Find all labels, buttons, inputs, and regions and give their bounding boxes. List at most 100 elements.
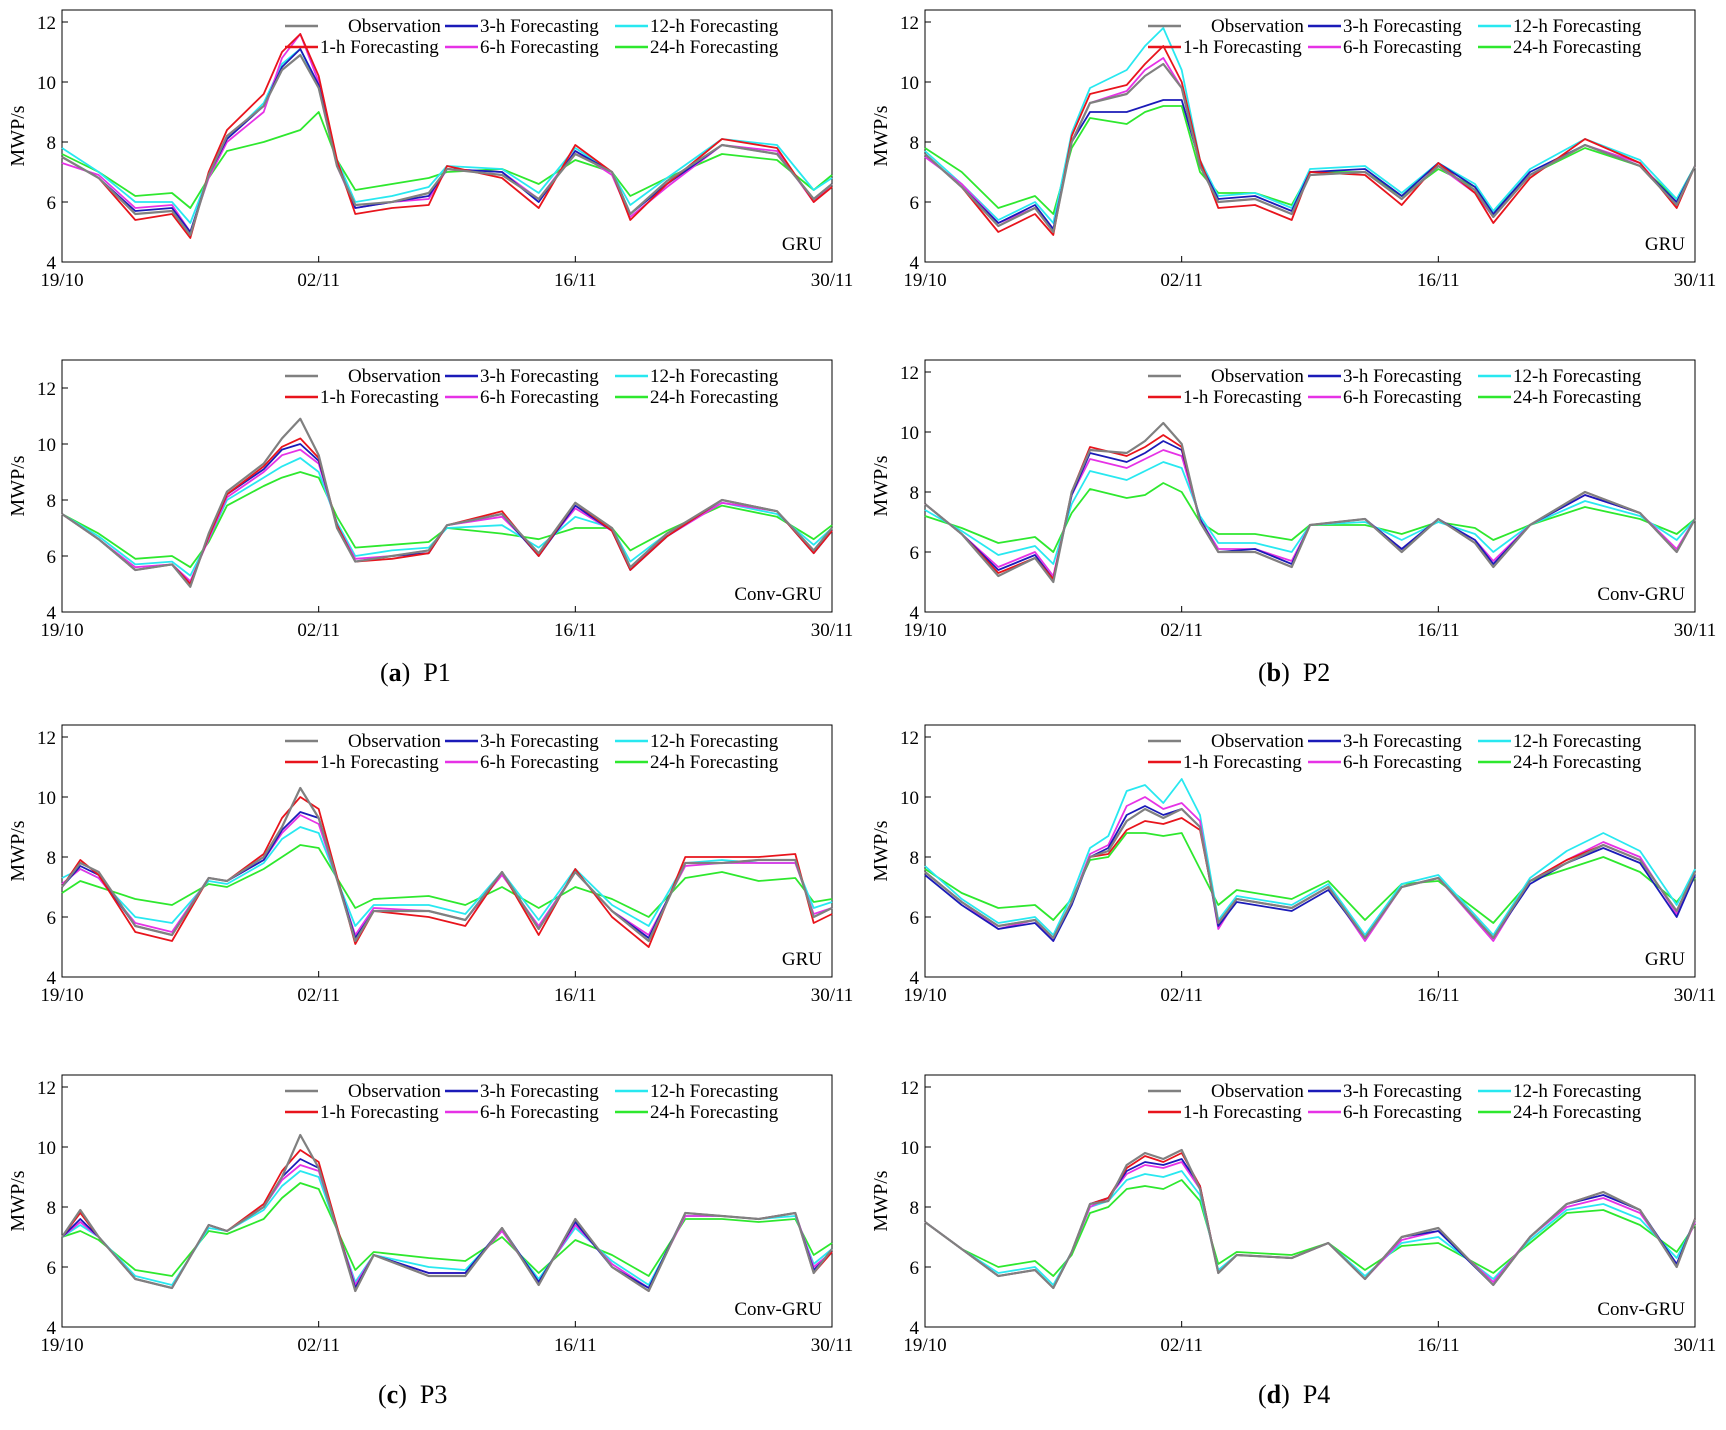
c-conv-gru-series-h24 bbox=[61, 1182, 833, 1277]
b-gru-series-h1 bbox=[924, 45, 1696, 236]
d-gru-legend-label-observation: Observation bbox=[1211, 731, 1304, 752]
c-gru-legend-label-h12: 12-h Forecasting bbox=[650, 731, 779, 752]
c-gru-ylabel: MWP/s bbox=[7, 820, 29, 881]
c-gru-ytick-label-12: 12 bbox=[37, 728, 56, 749]
b-gru-plot-frame bbox=[924, 9, 1696, 263]
a-conv-gru-xtick-label-1: 02/11 bbox=[297, 620, 340, 641]
c-gru-ytick-label-4: 4 bbox=[47, 968, 57, 989]
b-conv-gru-xtick-label-2: 16/11 bbox=[1417, 620, 1460, 641]
d-gru-ytick-label-10: 10 bbox=[900, 788, 919, 809]
a-gru-ytick-label-4: 4 bbox=[47, 253, 57, 274]
b-gru-legend-label-observation: Observation bbox=[1211, 16, 1304, 37]
caption-a: (a) P1 bbox=[380, 658, 451, 687]
c-gru-legend-label-h1: 1-h Forecasting bbox=[320, 752, 439, 773]
caption-c-name: P3 bbox=[419, 1380, 448, 1409]
c-gru-xtick-label-1: 02/11 bbox=[297, 985, 340, 1006]
c-conv-gru-ytick-label-8: 8 bbox=[47, 1198, 57, 1219]
c-gru-model-label: GRU bbox=[782, 949, 822, 970]
b-conv-gru-series-h6 bbox=[924, 449, 1696, 577]
d-gru-series-h6 bbox=[924, 796, 1696, 942]
d-conv-gru-legend-label-h1: 1-h Forecasting bbox=[1183, 1102, 1302, 1123]
a-conv-gru-plot-frame bbox=[61, 359, 833, 613]
c-gru-series-h3 bbox=[61, 811, 833, 939]
caption-d-letter: d bbox=[1266, 1380, 1282, 1409]
caption-a-letter: a bbox=[388, 658, 402, 687]
a-gru-series-h3 bbox=[61, 48, 833, 233]
a-conv-gru-ytick-label-6: 6 bbox=[47, 547, 57, 568]
c-conv-gru-xtick-label-1: 02/11 bbox=[297, 1335, 340, 1356]
chart-a-gru: 4 6 8 10 12 19/10 02/11 16/11 30/11 MWP/s GRU Obser… bbox=[7, 9, 854, 291]
d-conv-gru-legend-label-h6: 6-h Forecasting bbox=[1343, 1102, 1462, 1123]
a-conv-gru-ytick-label-12: 12 bbox=[37, 379, 56, 400]
c-conv-gru-ytick-label-12: 12 bbox=[37, 1078, 56, 1099]
d-conv-gru-series-h3 bbox=[924, 1158, 1696, 1289]
d-conv-gru-legend-label-observation: Observation bbox=[1211, 1081, 1304, 1102]
d-conv-gru-series-h1 bbox=[924, 1152, 1696, 1289]
d-gru-ytick-label-6: 6 bbox=[910, 908, 920, 929]
a-gru-series-observation bbox=[61, 53, 833, 237]
a-gru-model-label: GRU bbox=[782, 234, 822, 255]
b-gru-legend-label-h12: 12-h Forecasting bbox=[1513, 16, 1642, 37]
b-gru-legend-label-h6: 6-h Forecasting bbox=[1343, 37, 1462, 58]
a-gru-xtick-label-1: 02/11 bbox=[297, 270, 340, 291]
a-gru-series-h24 bbox=[61, 111, 833, 209]
a-conv-gru-legend-label-h1: 1-h Forecasting bbox=[320, 387, 439, 408]
b-conv-gru-legend-label-h6: 6-h Forecasting bbox=[1343, 387, 1462, 408]
caption-d: (d) P4 bbox=[1258, 1380, 1331, 1409]
a-gru-ytick-label-10: 10 bbox=[37, 73, 56, 94]
d-conv-gru-ytick-label-8: 8 bbox=[910, 1198, 920, 1219]
b-conv-gru-legend-label-observation: Observation bbox=[1211, 366, 1304, 387]
c-gru-legend-label-h3: 3-h Forecasting bbox=[480, 731, 599, 752]
d-conv-gru-legend-label-h12: 12-h Forecasting bbox=[1513, 1081, 1642, 1102]
b-conv-gru-ytick-label-12: 12 bbox=[900, 363, 919, 384]
d-conv-gru-series-h6 bbox=[924, 1161, 1696, 1289]
b-conv-gru-legend-label-h24: 24-h Forecasting bbox=[1513, 387, 1642, 408]
d-gru-legend-label-h3: 3-h Forecasting bbox=[1343, 731, 1462, 752]
d-conv-gru-legend-label-h3: 3-h Forecasting bbox=[1343, 1081, 1462, 1102]
a-conv-gru-xtick-label-3: 30/11 bbox=[811, 620, 854, 641]
d-conv-gru-xtick-label-0: 19/10 bbox=[903, 1335, 946, 1356]
caption-a-name: P1 bbox=[423, 658, 451, 687]
d-conv-gru-model-label: Conv-GRU bbox=[1597, 1299, 1685, 1320]
b-conv-gru-plot-frame bbox=[924, 359, 1696, 613]
a-gru-ylabel: MWP/s bbox=[7, 105, 29, 166]
a-gru-legend-label-h3: 3-h Forecasting bbox=[480, 16, 599, 37]
c-conv-gru-ylabel: MWP/s bbox=[7, 1170, 29, 1231]
a-conv-gru-series-observation bbox=[61, 417, 833, 588]
d-conv-gru-plot-frame bbox=[924, 1074, 1696, 1328]
b-conv-gru-xtick-label-0: 19/10 bbox=[903, 620, 946, 641]
b-conv-gru-series-h1 bbox=[924, 434, 1696, 580]
d-gru-ytick-label-12: 12 bbox=[900, 728, 919, 749]
a-gru-legend-label-h1: 1-h Forecasting bbox=[320, 37, 439, 58]
d-gru-xtick-label-0: 19/10 bbox=[903, 985, 946, 1006]
b-conv-gru-series-h12 bbox=[924, 461, 1696, 565]
a-conv-gru-model-label: Conv-GRU bbox=[734, 584, 822, 605]
b-gru-series-observation bbox=[924, 62, 1696, 234]
b-gru-ylabel: MWP/s bbox=[870, 105, 892, 166]
d-gru-series-h1 bbox=[924, 817, 1696, 939]
a-gru-xtick-label-0: 19/10 bbox=[40, 270, 83, 291]
a-gru-xtick-label-3: 30/11 bbox=[811, 270, 854, 291]
d-conv-gru-ytick-label-4: 4 bbox=[910, 1318, 920, 1339]
c-gru-legend-label-h24: 24-h Forecasting bbox=[650, 752, 779, 773]
c-conv-gru-legend-label-h3: 3-h Forecasting bbox=[480, 1081, 599, 1102]
c-gru-xtick-label-3: 30/11 bbox=[811, 985, 854, 1006]
a-conv-gru-ytick-label-4: 4 bbox=[47, 603, 57, 624]
c-conv-gru-legend-label-observation: Observation bbox=[348, 1081, 441, 1102]
c-conv-gru-xtick-label-3: 30/11 bbox=[811, 1335, 854, 1356]
subfigure-c: 4 6 8 10 12 19/10 02/11 16/11 30/11 MWP/s GRU Obser… bbox=[0, 715, 863, 1430]
chart-a-conv-gru: 4 6 8 10 12 19/10 02/11 16/11 30/11 MWP/s Conv-GRU… bbox=[7, 359, 854, 641]
c-conv-gru-xtick-label-2: 16/11 bbox=[554, 1335, 597, 1356]
caption-b-letter: b bbox=[1266, 658, 1282, 687]
d-gru-ytick-label-8: 8 bbox=[910, 848, 920, 869]
caption-c-letter: c bbox=[386, 1380, 399, 1409]
a-conv-gru-ytick-label-10: 10 bbox=[37, 435, 56, 456]
b-gru-model-label: GRU bbox=[1645, 234, 1685, 255]
a-gru-ytick-label-12: 12 bbox=[37, 13, 56, 34]
b-gru-xtick-label-3: 30/11 bbox=[1674, 270, 1717, 291]
b-conv-gru-legend-label-h1: 1-h Forecasting bbox=[1183, 387, 1302, 408]
a-gru-series-h12 bbox=[61, 48, 833, 224]
a-gru-legend-label-h24: 24-h Forecasting bbox=[650, 37, 779, 58]
c-gru-series-h1 bbox=[61, 796, 833, 948]
